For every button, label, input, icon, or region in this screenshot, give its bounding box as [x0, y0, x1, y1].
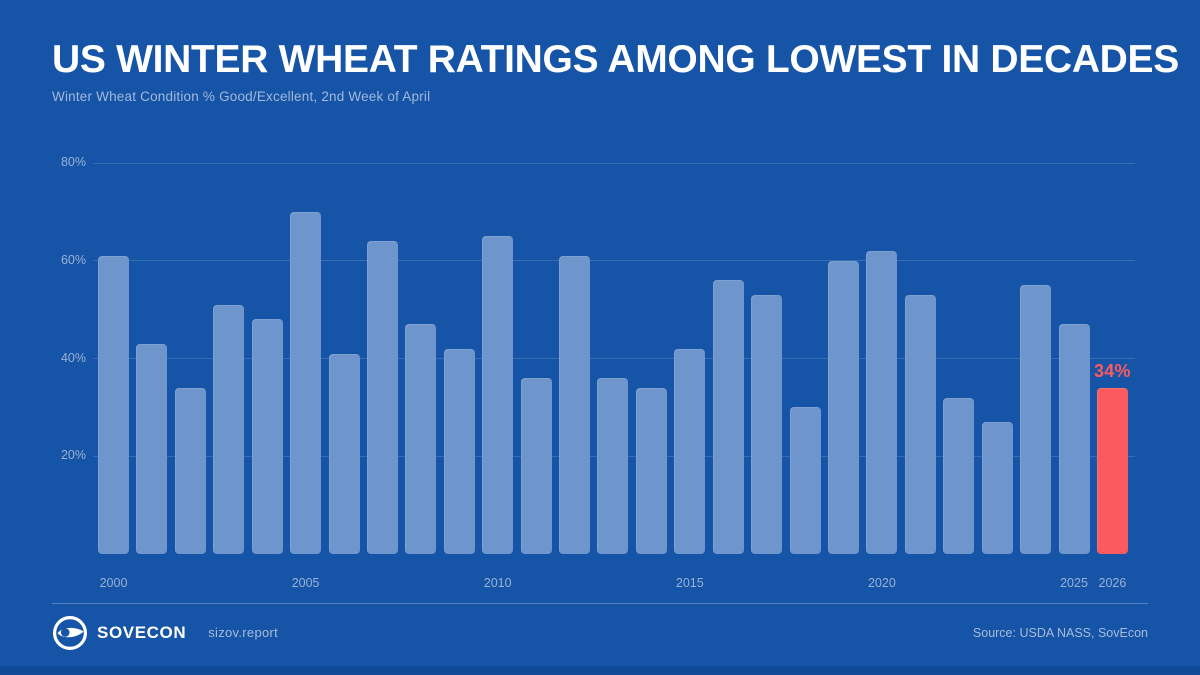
bar-2022 [943, 397, 975, 554]
x-axis-tick-label: 2005 [291, 576, 320, 590]
x-axis-tick-label: 2026 [1098, 576, 1127, 590]
highlight-value-label: 34% [1093, 360, 1131, 381]
bar-2011 [520, 378, 552, 554]
bar-2023 [981, 422, 1013, 554]
gridline-40% [93, 358, 1135, 359]
bar-2026 [1096, 387, 1128, 554]
bar-2016 [712, 280, 744, 554]
bar-2006 [328, 353, 360, 554]
bar-2019 [827, 260, 859, 554]
bar-2012 [559, 255, 591, 554]
bar-2014 [635, 387, 667, 554]
bar-2017 [751, 294, 783, 554]
bar-2013 [597, 378, 629, 554]
sovecon-eye-logo-icon [53, 615, 87, 650]
brand-name: SOVECON [97, 622, 187, 642]
bottom-strip [0, 666, 1200, 675]
bar-2004 [251, 319, 283, 554]
x-axis-tick-label: 2000 [99, 576, 128, 590]
x-axis-tick-label: 2025 [1060, 576, 1088, 590]
bar-2009 [443, 348, 475, 554]
bar-2021 [904, 294, 936, 554]
gridline-80% [93, 162, 1135, 164]
chart-title: US WINTER WHEAT RATINGS AMONG LOWEST IN … [52, 38, 1179, 81]
source-credit: Source: USDA NASS, SovEcon [972, 626, 1148, 640]
x-axis-tick-label: 2010 [483, 576, 512, 590]
bar-2024 [1020, 285, 1052, 554]
bar-2010 [482, 236, 514, 554]
bar-2018 [789, 407, 821, 554]
bar-2007 [366, 241, 398, 554]
bar-2000 [98, 255, 129, 554]
bar-2008 [405, 324, 437, 554]
bar-2002 [174, 387, 206, 554]
bar-2020 [866, 250, 898, 554]
y-axis-tick-label: 40% [60, 350, 86, 365]
chart-subtitle: Winter Wheat Condition % Good/Excellent,… [52, 89, 431, 104]
website-label: sizov.report [208, 625, 279, 640]
gridline-60% [93, 260, 1135, 262]
bar-2003 [213, 304, 245, 554]
x-axis-tick-label: 2015 [675, 576, 704, 590]
bar-2015 [674, 348, 706, 554]
footer: SOVECON sizov.report [52, 614, 278, 651]
footer-divider [52, 603, 1148, 604]
y-axis-tick-label: 60% [60, 252, 86, 267]
bar-2001 [136, 343, 168, 554]
bar-2005 [290, 211, 322, 554]
bar-2025 [1058, 324, 1090, 554]
x-axis-tick-label: 2020 [867, 576, 896, 590]
y-axis-tick-label: 20% [60, 448, 86, 463]
y-axis-tick-label: 80% [60, 155, 86, 169]
